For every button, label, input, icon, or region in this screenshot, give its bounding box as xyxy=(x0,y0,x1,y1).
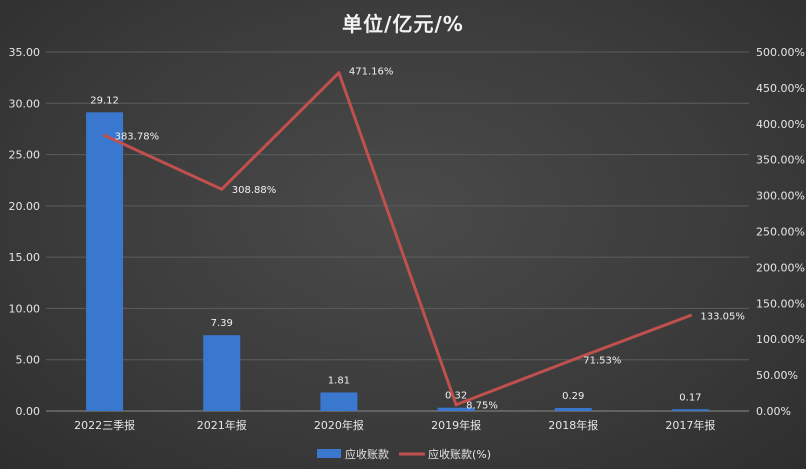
bar xyxy=(437,407,475,411)
right-axis-tick-label: 350.00% xyxy=(756,154,805,167)
line-data-label: 383.78% xyxy=(115,131,160,142)
right-axis-tick-label: 400.00% xyxy=(756,118,805,131)
left-axis-tick-label: 35.00 xyxy=(9,46,41,59)
bar xyxy=(203,335,241,411)
left-axis-tick-label: 30.00 xyxy=(9,97,41,110)
line-data-label: 308.88% xyxy=(232,185,277,196)
bar xyxy=(320,392,358,411)
right-axis-tick-label: 500.00% xyxy=(756,46,805,59)
bar-data-label: 1.81 xyxy=(328,375,350,386)
chart-title: 单位/亿元/% xyxy=(342,12,464,36)
line-data-label: 8.75% xyxy=(466,401,498,412)
left-axis-tick-label: 20.00 xyxy=(9,200,41,213)
bar-data-label: 0.32 xyxy=(445,391,467,402)
x-axis-tick-label: 2021年报 xyxy=(197,418,247,432)
line-point xyxy=(220,187,224,191)
bar-data-label: 7.39 xyxy=(211,318,233,329)
right-axis-tick-label: 100.00% xyxy=(756,333,805,346)
right-axis-tick-label: 0.00% xyxy=(756,405,791,418)
line-data-label: 471.16% xyxy=(349,67,394,78)
x-axis-tick-label: 2022三季报 xyxy=(74,418,135,432)
bar-data-label: 0.29 xyxy=(562,391,584,402)
right-axis-tick-label: 250.00% xyxy=(756,226,805,239)
right-axis-tick-label: 300.00% xyxy=(756,190,805,203)
left-axis-tick-label: 15.00 xyxy=(9,251,41,264)
line-point xyxy=(688,313,692,317)
line-point xyxy=(571,358,575,362)
line-point xyxy=(337,71,341,75)
x-axis-tick-label: 2017年报 xyxy=(665,418,715,432)
bar-data-label: 0.17 xyxy=(679,392,701,403)
left-axis-tick-label: 5.00 xyxy=(16,354,41,367)
line-data-label: 133.05% xyxy=(700,311,745,322)
x-axis-tick-label: 2020年报 xyxy=(314,418,364,432)
right-axis-tick-label: 450.00% xyxy=(756,82,805,95)
right-axis-tick-label: 150.00% xyxy=(756,297,805,310)
bar-data-label: 29.12 xyxy=(90,95,119,106)
x-axis-tick-label: 2019年报 xyxy=(431,418,481,432)
line-series xyxy=(103,71,692,407)
right-axis-tick-label: 50.00% xyxy=(756,369,798,382)
line-point xyxy=(454,403,458,407)
bar xyxy=(554,408,592,411)
x-axis-tick-label: 2018年报 xyxy=(548,418,598,432)
legend-bar-label: 应收账款 xyxy=(345,447,389,461)
legend-bar-swatch xyxy=(317,449,341,458)
left-axis-tick-label: 25.00 xyxy=(9,149,41,162)
line-data-label: 71.53% xyxy=(583,356,621,367)
left-axis-tick-label: 0.00 xyxy=(16,405,41,418)
legend-line-label: 应收账款(%) xyxy=(428,447,491,461)
bar xyxy=(86,112,124,411)
line-point xyxy=(103,133,107,137)
bar xyxy=(671,409,709,411)
right-axis-tick-label: 200.00% xyxy=(756,261,805,274)
left-axis-tick-label: 10.00 xyxy=(9,302,41,315)
